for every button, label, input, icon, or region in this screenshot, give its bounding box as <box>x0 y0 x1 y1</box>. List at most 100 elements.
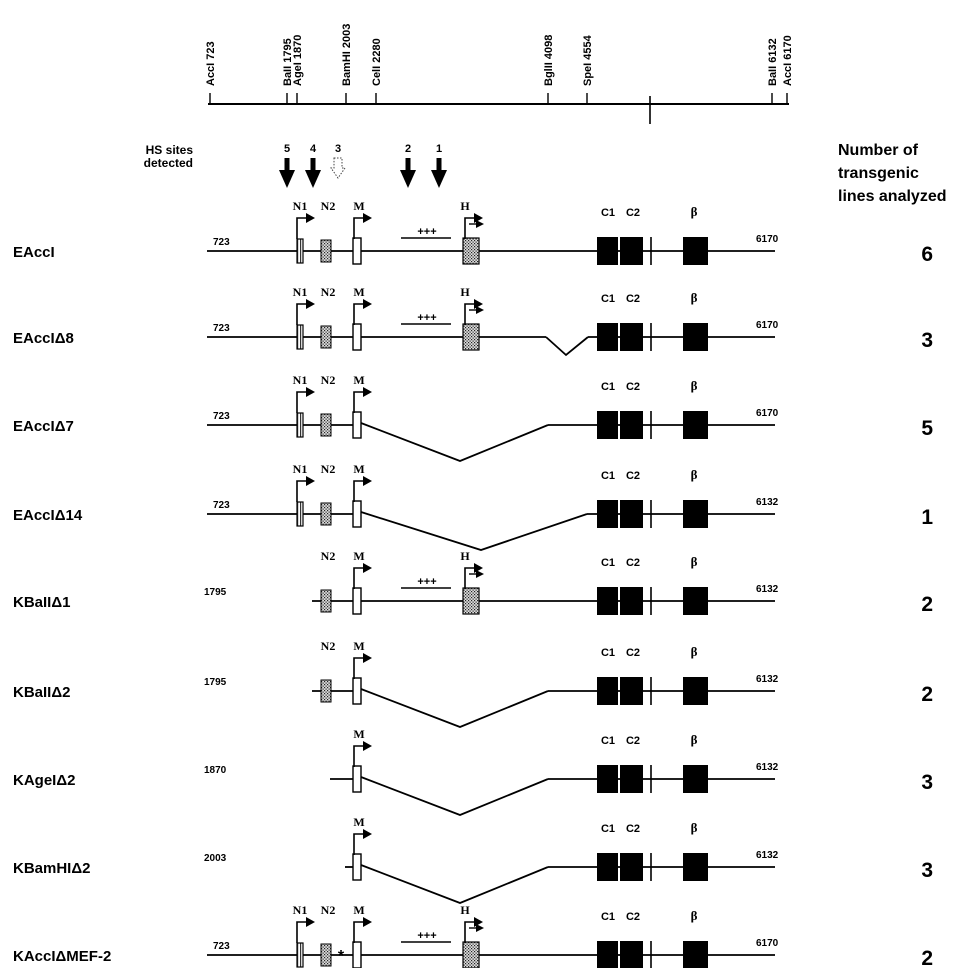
beta-exon <box>683 765 708 793</box>
construct-name: KAgeIΔ2 <box>13 772 75 789</box>
hs-sites-label-line1: HS sites <box>146 143 194 157</box>
h-label: H <box>460 549 470 563</box>
construct-row: KAgeIΔ2 3 1870 6132 M C1 C2 β <box>13 727 933 816</box>
m-element <box>352 323 362 351</box>
c1-label: C1 <box>601 735 615 747</box>
n2-label: N2 <box>321 903 336 917</box>
line-count: 6 <box>921 243 933 266</box>
m-label: M <box>353 199 364 213</box>
construct-row: KAccIΔMEF-2 2 723 6170 N1 N2 * M +++ H C1 C2 β <box>13 903 933 968</box>
n2-element <box>320 943 332 967</box>
count-header: Number of transgenic lines analyzed <box>838 142 947 205</box>
construct-start: 723 <box>213 500 230 511</box>
construct-row: EAccIΔ14 1 723 6132 N1 N2 M C1 C2 β <box>13 462 933 551</box>
n1-promoter-arrow <box>296 299 315 325</box>
m-label: M <box>353 903 364 917</box>
construct-name: KBaIIΔ2 <box>13 684 70 701</box>
construct-name: EAccIΔ8 <box>13 330 74 347</box>
line-count: 5 <box>921 417 933 440</box>
line-count: 1 <box>921 506 933 529</box>
construct-name: KBamHIΔ2 <box>13 860 90 877</box>
beta-label: β <box>691 290 698 305</box>
backbone-line <box>207 336 775 357</box>
c1-exon <box>597 500 618 528</box>
n1-element <box>296 412 304 438</box>
beta-exon <box>683 677 708 705</box>
beta-exon <box>683 941 708 968</box>
n2-label: N2 <box>321 639 336 653</box>
n1-label: N1 <box>293 903 308 917</box>
c2-exon <box>620 237 643 265</box>
backbone-line <box>345 864 775 904</box>
hs-site-arrow <box>305 158 321 188</box>
beta-label: β <box>691 554 698 569</box>
construct-row: EAccIΔ7 5 723 6170 N1 N2 M C1 C2 β <box>13 373 933 462</box>
n2-element <box>320 325 332 349</box>
count-header-line1: Number of <box>838 142 919 159</box>
beta-label: β <box>691 908 698 923</box>
m-promoter-arrow <box>353 299 372 325</box>
c2-label: C2 <box>626 911 640 923</box>
m-promoter-arrow <box>353 741 372 767</box>
construct-end: 6132 <box>756 762 779 773</box>
c2-exon <box>620 587 643 615</box>
m-element <box>352 411 362 439</box>
hs-site-number: 1 <box>436 143 442 155</box>
c1-label: C1 <box>601 470 615 482</box>
hs-site-number: 4 <box>310 143 317 155</box>
construct-row: KBamHIΔ2 3 2003 6132 M C1 C2 β <box>13 815 933 904</box>
c2-exon <box>620 765 643 793</box>
m-label: M <box>353 462 364 476</box>
beta-exon <box>683 323 708 351</box>
c1-exon <box>597 587 618 615</box>
backbone-line <box>207 511 775 551</box>
m-promoter-arrow <box>353 653 372 679</box>
beta-exon <box>683 587 708 615</box>
c1-exon <box>597 411 618 439</box>
construct-end: 6170 <box>756 938 779 949</box>
construct-start: 1795 <box>204 587 227 598</box>
construct-name: KBaIIΔ1 <box>13 594 70 611</box>
h-label: H <box>460 199 470 213</box>
c2-label: C2 <box>626 823 640 835</box>
c1-exon <box>597 677 618 705</box>
c1-label: C1 <box>601 647 615 659</box>
m-promoter-arrow <box>353 213 372 239</box>
map-site-label: AccI 6170 <box>782 35 794 86</box>
h-element <box>462 323 480 351</box>
map-site-label: BaII 1795 <box>282 38 294 86</box>
line-count: 2 <box>921 683 933 706</box>
h-element <box>462 587 480 615</box>
c2-exon <box>620 677 643 705</box>
c2-label: C2 <box>626 557 640 569</box>
c1-exon <box>597 323 618 351</box>
hs-site-arrow <box>330 157 346 179</box>
beta-label: β <box>691 467 698 482</box>
construct-row: EAccIΔ8 3 723 6170 N1 N2 M +++ H C1 C2 β <box>13 285 933 357</box>
m-promoter-arrow <box>353 563 372 589</box>
line-count: 2 <box>921 947 933 968</box>
construct-list: EAccI 6 723 6170 N1 N2 M +++ H C1 C2 β EAccIΔ8 3 723 61… <box>13 199 933 968</box>
c1-label: C1 <box>601 911 615 923</box>
map-site-label: SpeI 4554 <box>582 34 594 86</box>
n2-label: N2 <box>321 199 336 213</box>
c2-label: C2 <box>626 470 640 482</box>
n2-element <box>320 239 332 263</box>
count-header-line2: transgenic <box>838 165 919 182</box>
hs-site-arrow <box>400 158 416 188</box>
construct-name: EAccIΔ14 <box>13 507 83 524</box>
mef2-mutation-mark: * <box>338 948 345 965</box>
m-promoter-arrow <box>353 829 372 855</box>
c2-label: C2 <box>626 647 640 659</box>
map-site-label: BglII 4098 <box>543 35 555 86</box>
construct-end: 6170 <box>756 408 779 419</box>
construct-start: 723 <box>213 237 230 248</box>
construct-name: EAccI <box>13 244 55 261</box>
line-count: 2 <box>921 593 933 616</box>
hs-site-number: 5 <box>284 143 290 155</box>
c1-label: C1 <box>601 557 615 569</box>
hs-site-arrow <box>431 158 447 188</box>
c2-exon <box>620 853 643 881</box>
m-promoter-arrow <box>353 476 372 502</box>
